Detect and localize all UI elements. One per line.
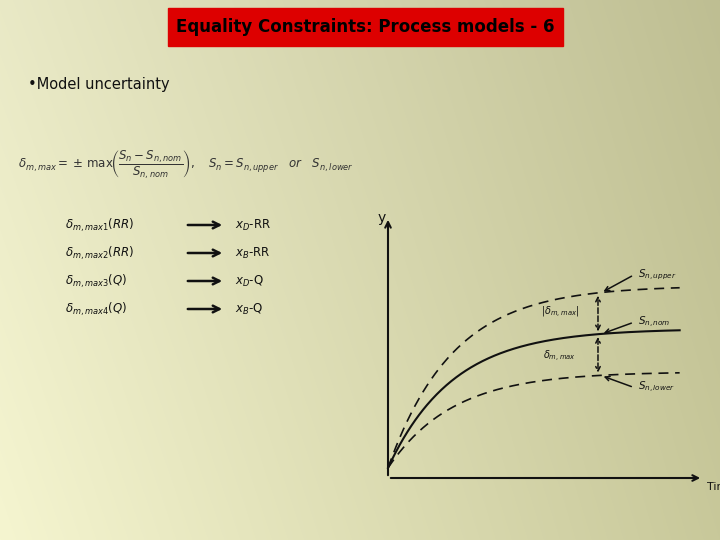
Text: $\delta_{m,max3}(Q)$: $\delta_{m,max3}(Q)$: [65, 272, 127, 289]
Text: $\delta_{m,max4}(Q)$: $\delta_{m,max4}(Q)$: [65, 300, 127, 318]
Text: $x_B$-RR: $x_B$-RR: [235, 246, 271, 261]
Text: Time: Time: [707, 482, 720, 492]
Bar: [168, 8, 563, 46]
Text: $\delta_{m,max1}(RR)$: $\delta_{m,max1}(RR)$: [65, 217, 135, 234]
Text: $x_B$-Q: $x_B$-Q: [235, 301, 263, 316]
Text: $\delta_{m,max} = \pm\,\mathrm{max}\!\left(\dfrac{S_n - S_{n,nom}}{S_{n,nom}}\ri: $\delta_{m,max} = \pm\,\mathrm{max}\!\le…: [18, 148, 354, 181]
Text: $x_D$-RR: $x_D$-RR: [235, 218, 271, 233]
Text: $x_D$-Q: $x_D$-Q: [235, 273, 264, 288]
Text: $|\delta_{m,max}|$: $|\delta_{m,max}|$: [541, 304, 580, 319]
Text: y: y: [378, 211, 386, 225]
Text: $S_{n,lower}$: $S_{n,lower}$: [638, 380, 675, 395]
Text: $\delta_{m,max}$: $\delta_{m,max}$: [544, 349, 577, 364]
Text: •Model uncertainty: •Model uncertainty: [28, 78, 170, 92]
Text: $S_{n,nom}$: $S_{n,nom}$: [638, 315, 670, 330]
Text: Equality Constraints: Process models - 6: Equality Constraints: Process models - 6: [176, 18, 554, 36]
Text: $S_{n,upper}$: $S_{n,upper}$: [638, 268, 677, 282]
Text: $\delta_{m,max2}(RR)$: $\delta_{m,max2}(RR)$: [65, 244, 135, 262]
